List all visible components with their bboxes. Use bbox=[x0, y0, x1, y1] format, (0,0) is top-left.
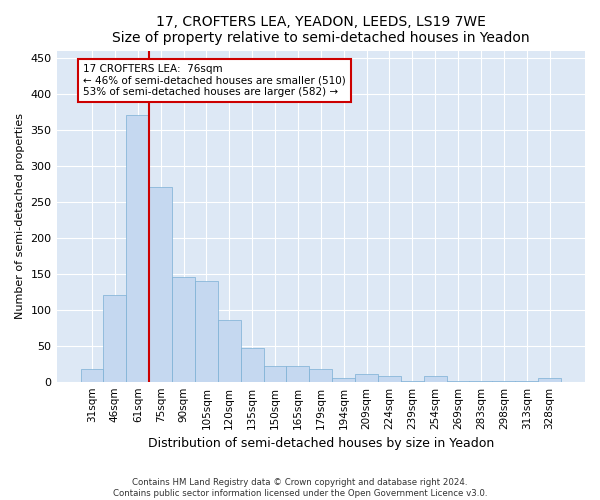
Bar bbox=[310, 368, 332, 382]
Bar bbox=[446, 381, 469, 382]
Y-axis label: Number of semi-detached properties: Number of semi-detached properties bbox=[15, 113, 25, 319]
X-axis label: Distribution of semi-detached houses by size in Yeadon: Distribution of semi-detached houses by … bbox=[148, 437, 494, 450]
Bar bbox=[515, 381, 538, 382]
Bar bbox=[493, 381, 515, 382]
Bar bbox=[469, 381, 493, 382]
Bar bbox=[172, 278, 195, 382]
Bar bbox=[263, 366, 286, 382]
Bar bbox=[355, 374, 378, 382]
Bar bbox=[103, 296, 127, 382]
Bar bbox=[332, 378, 355, 382]
Bar bbox=[218, 320, 241, 382]
Bar bbox=[286, 366, 310, 382]
Bar bbox=[80, 368, 103, 382]
Bar bbox=[195, 281, 218, 382]
Bar bbox=[127, 116, 149, 382]
Text: 17 CROFTERS LEA:  76sqm
← 46% of semi-detached houses are smaller (510)
53% of s: 17 CROFTERS LEA: 76sqm ← 46% of semi-det… bbox=[83, 64, 346, 97]
Text: Contains HM Land Registry data © Crown copyright and database right 2024.
Contai: Contains HM Land Registry data © Crown c… bbox=[113, 478, 487, 498]
Bar bbox=[424, 376, 446, 382]
Bar bbox=[241, 348, 263, 382]
Bar bbox=[538, 378, 561, 382]
Bar bbox=[149, 188, 172, 382]
Title: 17, CROFTERS LEA, YEADON, LEEDS, LS19 7WE
Size of property relative to semi-deta: 17, CROFTERS LEA, YEADON, LEEDS, LS19 7W… bbox=[112, 15, 530, 45]
Bar bbox=[378, 376, 401, 382]
Bar bbox=[401, 381, 424, 382]
